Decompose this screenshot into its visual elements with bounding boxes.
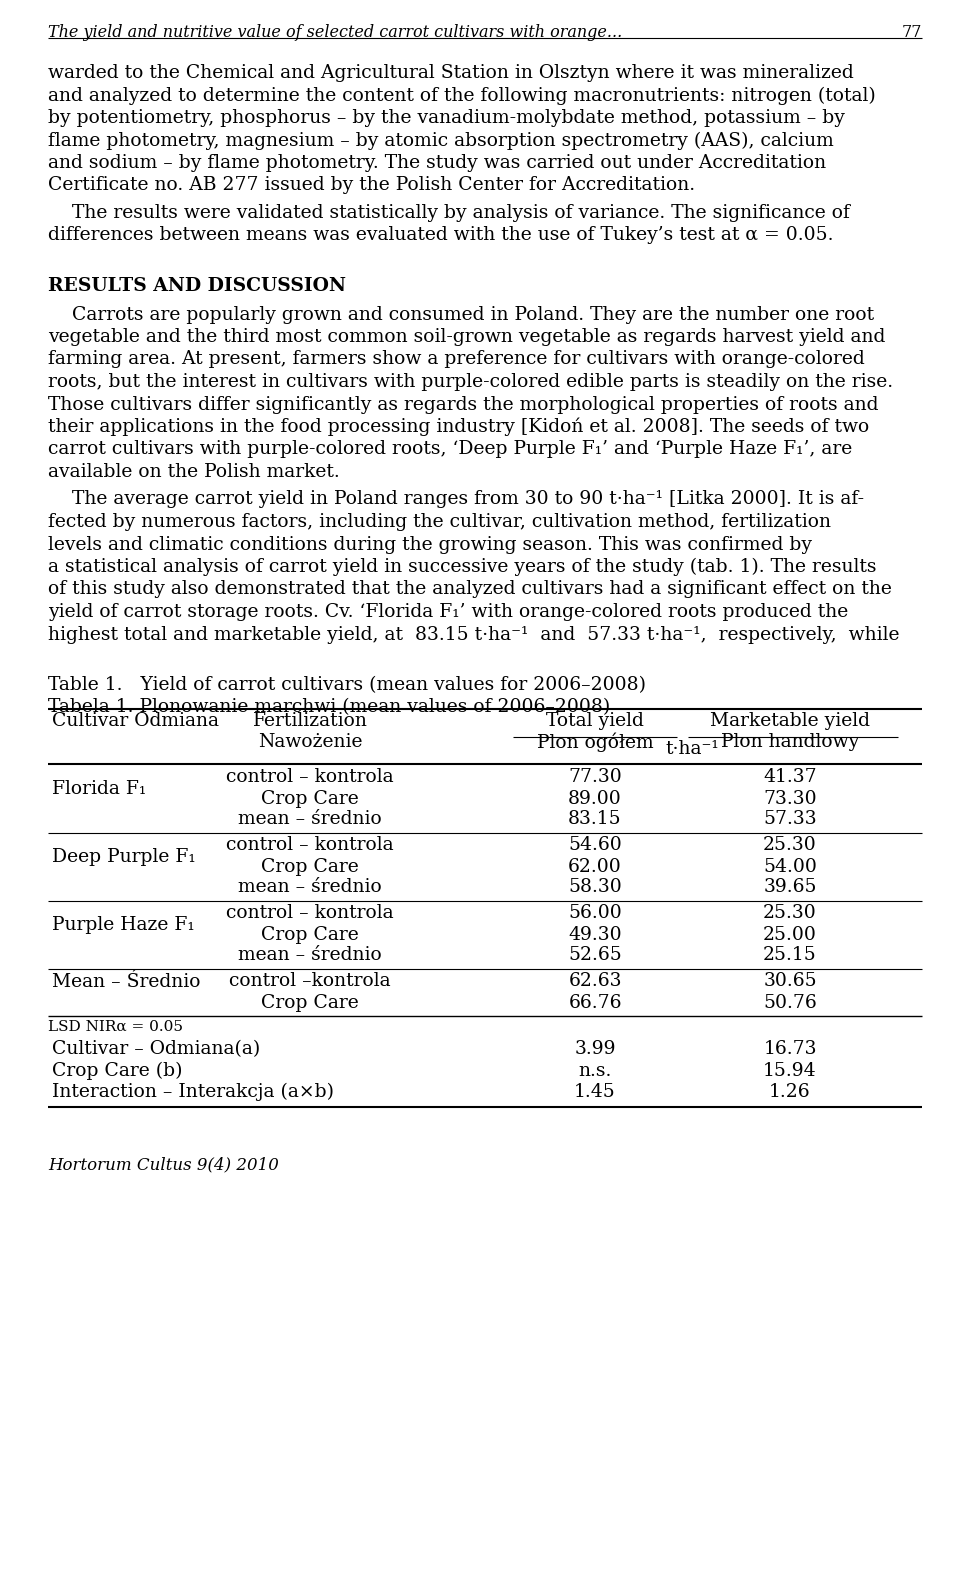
Text: Crop Care: Crop Care bbox=[261, 858, 359, 875]
Text: 83.15: 83.15 bbox=[568, 811, 622, 828]
Text: Crop Care: Crop Care bbox=[261, 926, 359, 943]
Text: 41.37: 41.37 bbox=[763, 768, 817, 787]
Text: 89.00: 89.00 bbox=[568, 790, 622, 807]
Text: The results were validated statistically by analysis of variance. The significan: The results were validated statistically… bbox=[48, 205, 850, 222]
Text: carrot cultivars with purple-colored roots, ‘Deep Purple F₁’ and ‘Purple Haze F₁: carrot cultivars with purple-colored roo… bbox=[48, 441, 852, 458]
Text: Deep Purple F₁: Deep Purple F₁ bbox=[52, 847, 196, 866]
Text: control – kontrola: control – kontrola bbox=[227, 905, 394, 922]
Text: control – kontrola: control – kontrola bbox=[227, 836, 394, 855]
Text: 25.00: 25.00 bbox=[763, 926, 817, 943]
Text: 25.30: 25.30 bbox=[763, 905, 817, 922]
Text: differences between means was evaluated with the use of Tukey’s test at α = 0.05: differences between means was evaluated … bbox=[48, 227, 833, 244]
Text: levels and climatic conditions during the growing season. This was confirmed by: levels and climatic conditions during th… bbox=[48, 535, 812, 554]
Text: 15.94: 15.94 bbox=[763, 1061, 817, 1080]
Text: RESULTS AND DISCUSSION: RESULTS AND DISCUSSION bbox=[48, 277, 346, 294]
Text: Mean – Średnio: Mean – Średnio bbox=[52, 973, 201, 992]
Text: farming area. At present, farmers show a preference for cultivars with orange-co: farming area. At present, farmers show a… bbox=[48, 351, 865, 368]
Text: The yield and nutritive value of selected carrot cultivars with orange...: The yield and nutritive value of selecte… bbox=[48, 24, 622, 41]
Text: 73.30: 73.30 bbox=[763, 790, 817, 807]
Text: Hortorum Cultus 9(4) 2010: Hortorum Cultus 9(4) 2010 bbox=[48, 1157, 278, 1174]
Text: Fertilization: Fertilization bbox=[252, 713, 368, 730]
Text: mean – średnio: mean – średnio bbox=[238, 878, 382, 897]
Text: n.s.: n.s. bbox=[578, 1061, 612, 1080]
Text: 50.76: 50.76 bbox=[763, 993, 817, 1012]
Text: mean – średnio: mean – średnio bbox=[238, 946, 382, 965]
Text: mean – średnio: mean – średnio bbox=[238, 811, 382, 828]
Text: 58.30: 58.30 bbox=[568, 878, 622, 897]
Text: Those cultivars differ significantly as regards the morphological properties of : Those cultivars differ significantly as … bbox=[48, 395, 878, 414]
Text: and sodium – by flame photometry. The study was carried out under Accreditation: and sodium – by flame photometry. The st… bbox=[48, 154, 827, 172]
Text: Crop Care (b): Crop Care (b) bbox=[52, 1061, 182, 1080]
Text: 49.30: 49.30 bbox=[568, 926, 622, 943]
Text: 25.30: 25.30 bbox=[763, 836, 817, 855]
Text: 1.45: 1.45 bbox=[574, 1083, 616, 1100]
Text: Cultivar Odmiana: Cultivar Odmiana bbox=[52, 713, 219, 730]
Text: yield of carrot storage roots. Cv. ‘Florida F₁’ with orange-colored roots produc: yield of carrot storage roots. Cv. ‘Flor… bbox=[48, 603, 849, 622]
Text: 25.15: 25.15 bbox=[763, 946, 817, 965]
Text: roots, but the interest in cultivars with purple-colored edible parts is steadil: roots, but the interest in cultivars wit… bbox=[48, 373, 893, 390]
Text: 57.33: 57.33 bbox=[763, 811, 817, 828]
Text: Interaction – Interakcja (a×b): Interaction – Interakcja (a×b) bbox=[52, 1083, 334, 1102]
Text: Purple Haze F₁: Purple Haze F₁ bbox=[52, 916, 195, 933]
Text: and analyzed to determine the content of the following macronutrients: nitrogen : and analyzed to determine the content of… bbox=[48, 87, 876, 105]
Text: 62.63: 62.63 bbox=[568, 973, 622, 990]
Text: highest total and marketable yield, at  83.15 t·ha⁻¹  and  57.33 t·ha⁻¹,  respec: highest total and marketable yield, at 8… bbox=[48, 625, 900, 644]
Text: Carrots are popularly grown and consumed in Poland. They are the number one root: Carrots are popularly grown and consumed… bbox=[48, 305, 875, 324]
Text: available on the Polish market.: available on the Polish market. bbox=[48, 463, 340, 482]
Text: The average carrot yield in Poland ranges from 30 to 90 t·ha⁻¹ [Litka 2000]. It : The average carrot yield in Poland range… bbox=[48, 491, 864, 508]
Text: t·ha⁻¹: t·ha⁻¹ bbox=[665, 740, 719, 759]
Text: control – kontrola: control – kontrola bbox=[227, 768, 394, 787]
Text: 66.76: 66.76 bbox=[568, 993, 622, 1012]
Text: 77.30: 77.30 bbox=[568, 768, 622, 787]
Text: 30.65: 30.65 bbox=[763, 973, 817, 990]
Text: 77: 77 bbox=[901, 24, 922, 41]
Text: Table 1.   Yield of carrot cultivars (mean values for 2006–2008): Table 1. Yield of carrot cultivars (mean… bbox=[48, 675, 646, 694]
Text: LSD NIRα = 0.05: LSD NIRα = 0.05 bbox=[48, 1020, 183, 1034]
Text: Tabela 1. Plonowanie marchwi (mean values of 2006–2008): Tabela 1. Plonowanie marchwi (mean value… bbox=[48, 699, 611, 716]
Text: control –kontrola: control –kontrola bbox=[229, 973, 391, 990]
Text: their applications in the food processing industry [Kidoń et al. 2008]. The seed: their applications in the food processin… bbox=[48, 419, 869, 436]
Text: fected by numerous factors, including the cultivar, cultivation method, fertiliz: fected by numerous factors, including th… bbox=[48, 513, 831, 530]
Text: Crop Care: Crop Care bbox=[261, 993, 359, 1012]
Text: Crop Care: Crop Care bbox=[261, 790, 359, 807]
Text: Plon handlowy: Plon handlowy bbox=[721, 733, 859, 751]
Text: 1.26: 1.26 bbox=[769, 1083, 811, 1100]
Text: 62.00: 62.00 bbox=[568, 858, 622, 875]
Text: 3.99: 3.99 bbox=[574, 1040, 615, 1058]
Text: Cultivar – Odmiana(a): Cultivar – Odmiana(a) bbox=[52, 1040, 260, 1058]
Text: 54.00: 54.00 bbox=[763, 858, 817, 875]
Text: vegetable and the third most common soil-grown vegetable as regards harvest yiel: vegetable and the third most common soil… bbox=[48, 327, 885, 346]
Text: 16.73: 16.73 bbox=[763, 1040, 817, 1058]
Text: flame photometry, magnesium – by atomic absorption spectrometry (AAS), calcium: flame photometry, magnesium – by atomic … bbox=[48, 132, 833, 150]
Text: of this study also demonstrated that the analyzed cultivars had a significant ef: of this study also demonstrated that the… bbox=[48, 581, 892, 598]
Text: a statistical analysis of carrot yield in successive years of the study (tab. 1): a statistical analysis of carrot yield i… bbox=[48, 559, 876, 576]
Text: Nawożenie: Nawożenie bbox=[257, 733, 362, 751]
Text: Certificate no. AB 277 issued by the Polish Center for Accreditation.: Certificate no. AB 277 issued by the Pol… bbox=[48, 176, 695, 195]
Text: Marketable yield: Marketable yield bbox=[710, 713, 870, 730]
Text: Florida F₁: Florida F₁ bbox=[52, 779, 146, 798]
Text: 54.60: 54.60 bbox=[568, 836, 622, 855]
Text: Total yield: Total yield bbox=[546, 713, 644, 730]
Text: warded to the Chemical and Agricultural Station in Olsztyn where it was minerali: warded to the Chemical and Agricultural … bbox=[48, 65, 853, 82]
Text: 39.65: 39.65 bbox=[763, 878, 817, 897]
Text: 56.00: 56.00 bbox=[568, 905, 622, 922]
Text: Plon ogółem: Plon ogółem bbox=[537, 733, 654, 752]
Text: by potentiometry, phosphorus – by the vanadium-molybdate method, potassium – by: by potentiometry, phosphorus – by the va… bbox=[48, 109, 845, 127]
Text: 52.65: 52.65 bbox=[568, 946, 622, 965]
